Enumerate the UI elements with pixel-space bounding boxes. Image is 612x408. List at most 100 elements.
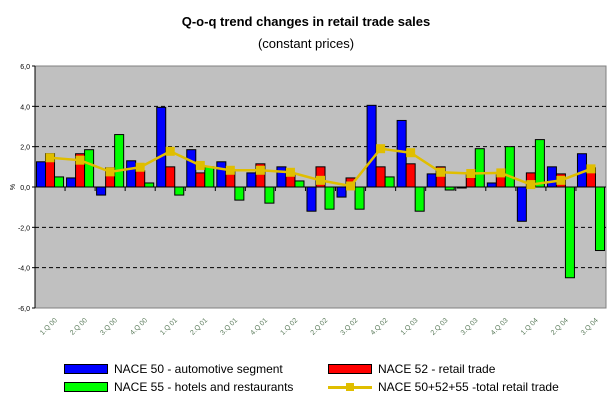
legend-item-total: NACE 50+52+55 -total retail trade xyxy=(328,380,559,394)
chart-title: Q-o-q trend changes in retail trade sale… xyxy=(181,14,431,29)
x-tick-label: 2.Q 04 xyxy=(550,317,570,337)
legend-label: NACE 52 - retail trade xyxy=(378,362,496,376)
bar xyxy=(474,148,485,188)
line-marker xyxy=(436,167,446,177)
x-tick-label: 2.Q 00 xyxy=(69,317,89,337)
line-marker xyxy=(406,148,416,158)
bar xyxy=(594,186,605,252)
line-marker xyxy=(556,175,566,185)
bar xyxy=(426,173,437,188)
legend-swatch xyxy=(64,382,108,392)
bar xyxy=(546,166,557,188)
bar xyxy=(204,166,215,188)
bar xyxy=(135,170,146,188)
bar xyxy=(516,186,527,222)
bar xyxy=(216,161,227,188)
bar xyxy=(114,134,125,188)
line-marker xyxy=(285,167,295,177)
bar xyxy=(384,176,395,188)
line-marker xyxy=(45,153,55,163)
x-tick-label: 2.Q 02 xyxy=(310,317,330,337)
bar xyxy=(294,180,305,188)
bar xyxy=(486,182,497,188)
x-tick-label: 3.Q 01 xyxy=(219,317,239,337)
legend-item-nace52: NACE 52 - retail trade xyxy=(328,362,495,376)
line-marker xyxy=(316,175,325,185)
bar xyxy=(264,186,275,204)
bar xyxy=(396,119,407,188)
x-tick-label: 2.Q 01 xyxy=(189,317,209,337)
bar xyxy=(66,177,77,188)
bar xyxy=(375,166,386,188)
line-marker xyxy=(466,168,476,178)
y-tick-label: 6,0 xyxy=(20,64,30,71)
bar xyxy=(276,166,287,188)
x-tick-label: 3.Q 00 xyxy=(99,317,119,337)
bar xyxy=(534,139,545,188)
x-tick-label: 1.Q 01 xyxy=(159,317,179,337)
legend-item-nace50: NACE 50 - automotive segment xyxy=(64,362,283,376)
line-marker xyxy=(376,144,386,154)
x-tick-label: 1.Q 03 xyxy=(400,317,420,337)
bar xyxy=(165,166,176,188)
chart-subtitle: (constant prices) xyxy=(257,36,355,51)
x-tick-label: 1.Q 04 xyxy=(520,317,540,337)
y-tick-label: -4,0 xyxy=(18,266,30,273)
y-tick-label: 0,0 xyxy=(20,185,30,192)
bar xyxy=(96,186,107,196)
line-marker xyxy=(225,165,235,175)
bar xyxy=(414,186,425,212)
line-marker xyxy=(75,155,85,165)
y-tick-label: -2,0 xyxy=(18,225,30,232)
bar xyxy=(234,186,245,201)
bar xyxy=(306,186,317,212)
line-marker xyxy=(255,165,265,175)
line-marker xyxy=(195,160,205,170)
y-tick-label: 2,0 xyxy=(20,145,30,152)
legend-label: NACE 55 - hotels and restaurants xyxy=(114,380,294,394)
legend-label: NACE 50+52+55 -total retail trade xyxy=(378,380,559,394)
bar xyxy=(336,186,347,198)
bar xyxy=(366,104,377,188)
bar xyxy=(354,186,365,210)
bar xyxy=(156,106,167,188)
x-tick-label: 4.Q 00 xyxy=(129,317,149,337)
legend-swatch xyxy=(64,364,108,374)
legend-label: NACE 50 - automotive segment xyxy=(114,362,283,376)
bar xyxy=(126,160,137,188)
x-tick-label: 4.Q 02 xyxy=(370,317,390,337)
bar xyxy=(564,186,575,279)
x-tick-label: 1.Q 00 xyxy=(39,317,59,337)
bar xyxy=(36,161,47,188)
bar xyxy=(174,186,185,196)
bar xyxy=(144,182,155,188)
legend-swatch xyxy=(328,364,372,374)
line-marker xyxy=(105,167,115,177)
y-tick-label: -6,0 xyxy=(18,306,30,313)
line-marker xyxy=(496,168,506,178)
bar xyxy=(504,146,515,188)
line-marker xyxy=(526,180,536,190)
line-marker xyxy=(586,164,596,174)
x-tick-label: 3.Q 03 xyxy=(460,317,480,337)
x-tick-label: 3.Q 02 xyxy=(340,317,360,337)
x-tick-label: 4.Q 03 xyxy=(490,317,510,337)
bar xyxy=(84,149,95,188)
bar xyxy=(54,176,65,188)
x-tick-label: 1.Q 02 xyxy=(279,317,299,337)
bar xyxy=(195,172,206,188)
bar xyxy=(246,172,257,188)
bar xyxy=(405,163,416,188)
x-tick-label: 2.Q 03 xyxy=(430,317,450,337)
legend-item-nace55: NACE 55 - hotels and restaurants xyxy=(64,380,293,394)
x-tick-label: 3.Q 04 xyxy=(580,317,600,337)
y-axis-label: % xyxy=(10,184,17,190)
line-marker xyxy=(346,181,356,191)
x-tick-label: 4.Q 01 xyxy=(249,317,269,337)
bar xyxy=(324,186,335,210)
bar xyxy=(186,149,197,188)
line-marker xyxy=(165,146,175,156)
y-tick-label: 4,0 xyxy=(20,104,30,111)
